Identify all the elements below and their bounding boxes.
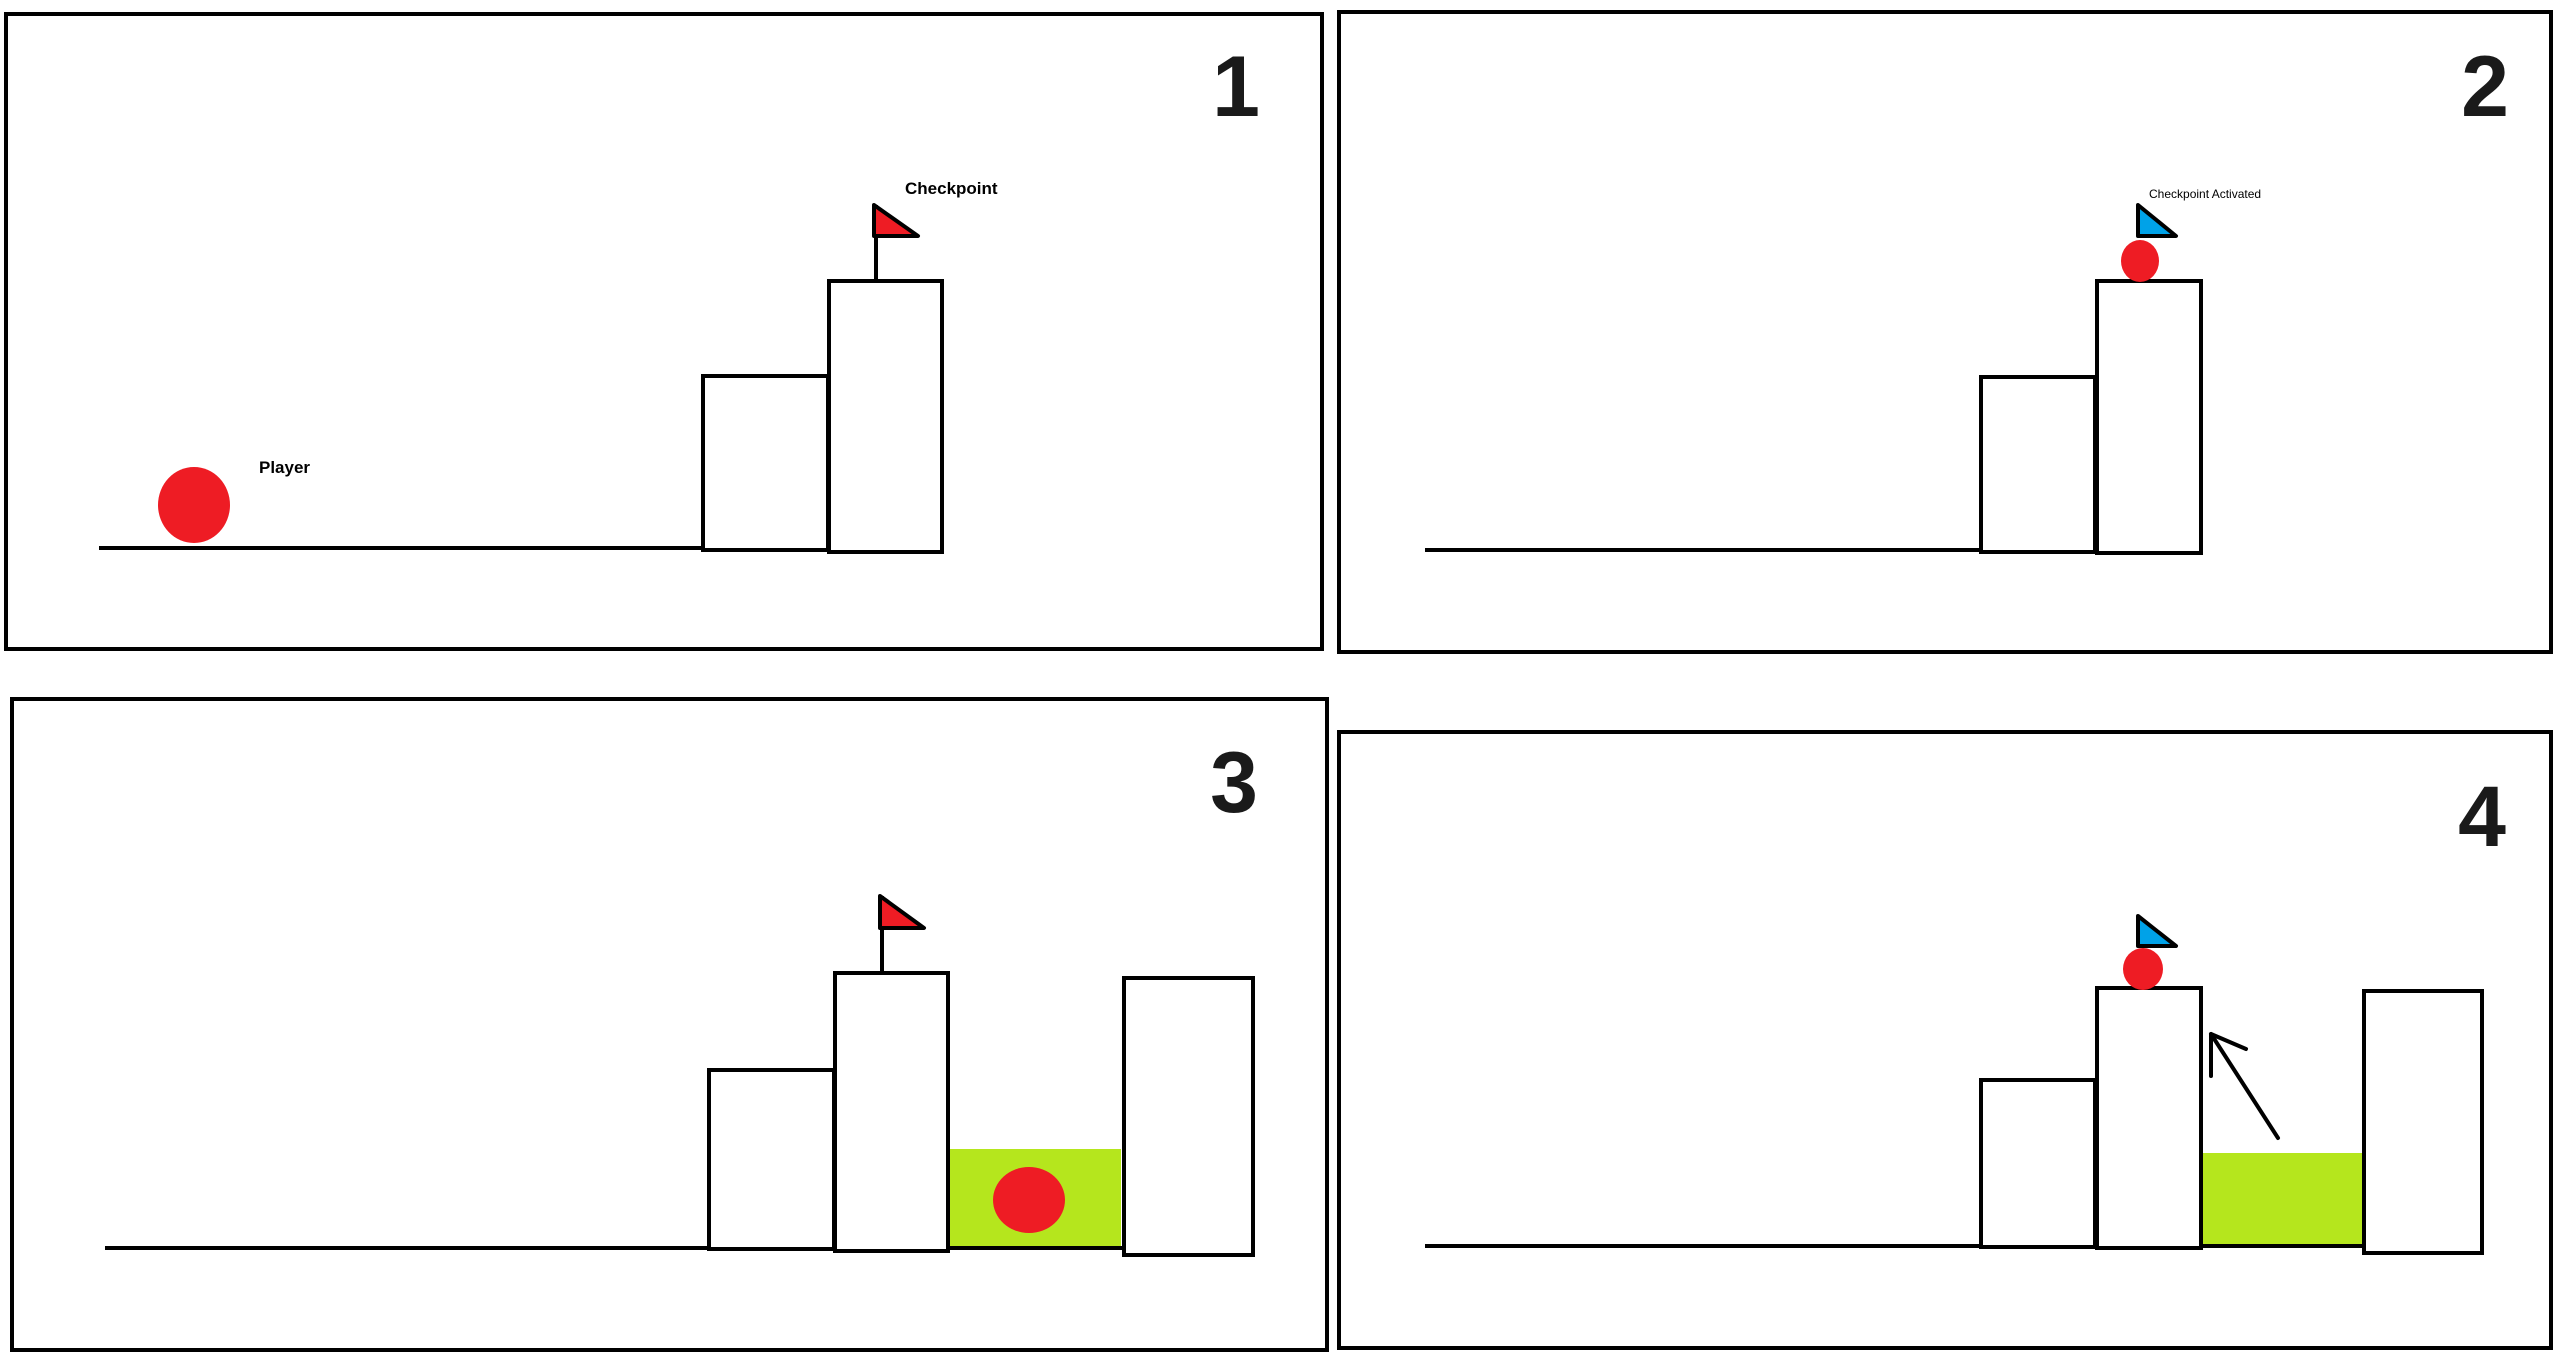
panel-1-player — [158, 467, 230, 543]
panel-2-checkpoint-flag — [2136, 203, 2178, 238]
panel-4-right-block — [2362, 989, 2484, 1255]
panel-3-right-block — [1122, 976, 1255, 1257]
panel-2-tall-block — [2095, 279, 2203, 555]
panel-3-low-block — [707, 1068, 836, 1251]
panel-2-flag-icon — [2136, 203, 2178, 238]
panel-4-checkpoint-flag — [2136, 914, 2178, 948]
panel-3: 3 — [10, 697, 1329, 1352]
panel-1-flag-icon — [872, 203, 920, 238]
panel-1-checkpoint-flag — [872, 203, 920, 281]
panel-3-flag-icon — [878, 894, 926, 930]
panel-2-player — [2121, 240, 2159, 282]
panel-2-number: 2 — [2461, 39, 2509, 135]
panel-2-low-block — [1979, 375, 2097, 554]
panel-4-tall-block — [2095, 986, 2203, 1250]
panel-3-checkpoint-flag — [878, 894, 926, 973]
panel-4-player — [2123, 948, 2163, 990]
panel-3-player — [993, 1167, 1065, 1233]
panel-4-low-block — [1979, 1078, 2097, 1249]
panel-2: 2 Checkpoint Activated — [1337, 10, 2553, 654]
panel-1-tall-block — [827, 279, 944, 554]
panel-4-number: 4 — [2458, 769, 2506, 865]
panel-4-respawn-arrow-icon — [2209, 1032, 2280, 1140]
panel-2-frame — [1337, 10, 2553, 654]
panel-3-tall-block — [833, 971, 950, 1253]
panel-1-number: 1 — [1212, 39, 1260, 135]
panel-3-number: 3 — [1210, 735, 1258, 831]
panel-1-frame — [4, 12, 1324, 651]
panel-4-hazard-pool — [2203, 1153, 2363, 1246]
panel-2-checkpoint-activated-label: Checkpoint Activated — [2149, 187, 2261, 201]
panel-1-player-label: Player — [259, 458, 310, 477]
panel-1-low-block — [701, 374, 830, 552]
panel-1-checkpoint-label: Checkpoint — [905, 179, 998, 198]
panel-1: 1 Checkpoint Player — [4, 12, 1324, 651]
panel-4: 4 — [1337, 730, 2553, 1350]
panel-4-flag-icon — [2136, 914, 2178, 948]
